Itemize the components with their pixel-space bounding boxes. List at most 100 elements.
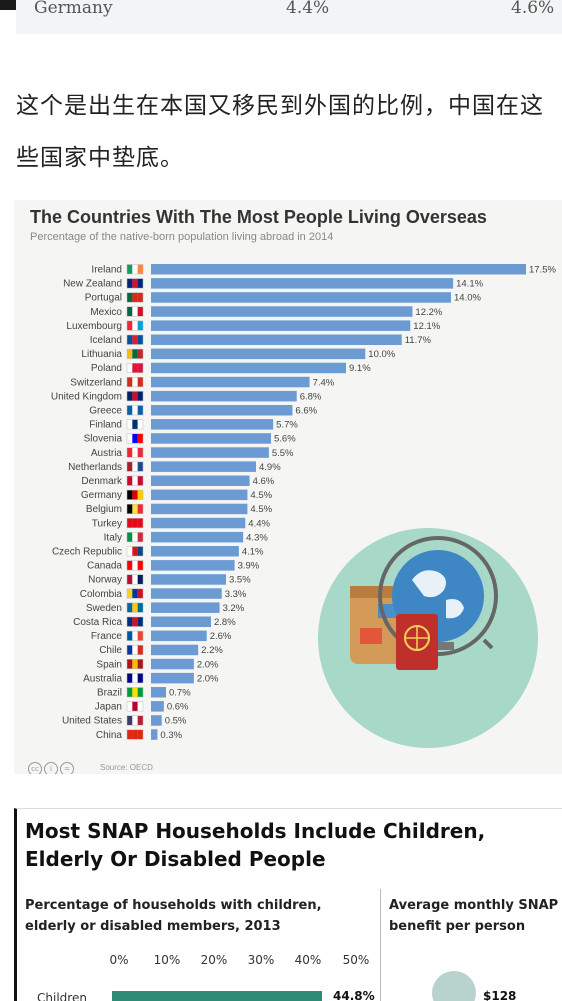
- data-label: 6.8%: [300, 391, 322, 402]
- category-label: Chile: [99, 645, 122, 656]
- data-label: 3.9%: [238, 561, 260, 572]
- category-label: Finland: [89, 420, 122, 431]
- category-label: Australia: [83, 673, 122, 684]
- snap-left-subtitle: Percentage of households with children, …: [25, 898, 322, 934]
- data-label: 2.8%: [214, 617, 236, 628]
- country-flag-icon: [126, 701, 144, 712]
- bar: [151, 630, 207, 642]
- category-label: Colombia: [80, 589, 123, 600]
- country-flag-icon: [126, 503, 144, 514]
- bar: [151, 560, 235, 571]
- country-flag-icon: [126, 306, 144, 317]
- snap-bar-value: 44.8%: [333, 989, 375, 1001]
- creative-commons-icons: cc i =: [28, 756, 76, 774]
- category-label: Czech Republic: [52, 547, 122, 558]
- data-label: 4.3%: [246, 532, 268, 543]
- bar-chart: Ireland 17.5% New Zealand 14.1% Portugal 14.0…: [51, 264, 556, 748]
- category-label: Germany: [81, 490, 122, 501]
- country-flag-icon: [126, 715, 144, 726]
- bar: [151, 729, 158, 740]
- snap-tick-label: 0%: [109, 953, 129, 967]
- data-label: 0.6%: [167, 702, 189, 713]
- chart-source: Source: OECD: [100, 763, 153, 772]
- country-flag-icon: [126, 292, 144, 303]
- country-flag-icon: [126, 419, 144, 430]
- country-flag-icon: [126, 574, 144, 585]
- category-label: Austria: [91, 448, 123, 459]
- country-flag-icon: [126, 334, 144, 345]
- snap-tick-label: 40%: [294, 953, 322, 967]
- bar: [151, 588, 222, 599]
- data-label: 14.0%: [454, 293, 481, 304]
- snap-tick-label: 10%: [153, 953, 181, 967]
- snap-tick-label: 30%: [247, 953, 275, 967]
- category-label: Norway: [88, 575, 122, 586]
- category-label: Mexico: [90, 307, 122, 318]
- bar: [151, 701, 164, 712]
- snap-bar-children: [112, 991, 322, 1001]
- bar: [151, 390, 297, 402]
- data-label: 5.7%: [276, 420, 298, 431]
- data-label: 11.7%: [405, 335, 432, 346]
- bar: [151, 405, 293, 416]
- category-label: Japan: [95, 702, 122, 713]
- country-flag-icon: [126, 659, 144, 670]
- data-label: 4.5%: [250, 490, 272, 501]
- data-label: 4.9%: [259, 462, 281, 473]
- bar: [151, 715, 162, 726]
- snap-right-subtitle: Average monthly SNAP benefit per person: [389, 898, 559, 934]
- country-flag-icon: [126, 264, 144, 275]
- snap-chart-title: Most SNAP Households Include Children, E…: [25, 819, 486, 871]
- bar: [151, 546, 239, 557]
- bar: [151, 574, 226, 585]
- bar: [151, 672, 194, 684]
- category-label: Italy: [104, 532, 122, 543]
- country-flag-icon: [126, 588, 144, 599]
- category-label: Netherlands: [68, 462, 122, 473]
- bar: [151, 644, 199, 656]
- category-label: Denmark: [81, 476, 123, 487]
- table-row-label: Germany: [34, 0, 113, 18]
- category-label: Poland: [91, 363, 122, 374]
- country-flag-icon: [126, 673, 144, 684]
- bar: [151, 376, 310, 388]
- country-flag-icon: [126, 461, 144, 472]
- table-cell-value: 4.4%: [286, 0, 330, 18]
- country-flag-icon: [126, 405, 144, 416]
- category-label: Lithuania: [81, 349, 122, 360]
- bar: [151, 292, 451, 303]
- country-flag-icon: [126, 447, 144, 458]
- category-label: Luxembourg: [66, 321, 122, 332]
- category-label: United Kingdom: [51, 391, 122, 402]
- chart-title: The Countries With The Most People Livin…: [30, 207, 487, 227]
- category-label: Iceland: [90, 335, 122, 346]
- country-flag-icon: [126, 433, 144, 444]
- nd-icon: =: [60, 762, 74, 774]
- data-label: 14.1%: [456, 279, 483, 290]
- country-flag-icon: [126, 489, 144, 500]
- data-label: 3.2%: [223, 603, 245, 614]
- data-label: 4.1%: [242, 547, 264, 558]
- previous-table-fragment: Germany 4.4% 4.6%: [16, 0, 562, 34]
- country-flag-icon: [126, 391, 144, 402]
- bar: [151, 334, 402, 345]
- data-label: 4.6%: [253, 476, 275, 487]
- data-label: 5.5%: [272, 448, 294, 459]
- bar: [151, 503, 248, 515]
- data-label: 0.3%: [160, 730, 182, 741]
- data-label: 7.4%: [313, 377, 335, 388]
- bar: [151, 489, 248, 501]
- category-label: United States: [62, 716, 122, 727]
- category-label: Ireland: [91, 265, 122, 276]
- bar: [151, 658, 194, 670]
- data-label: 0.5%: [165, 716, 187, 727]
- country-flag-icon: [126, 630, 144, 641]
- bar: [151, 419, 274, 430]
- table-cell-value: 4.6%: [511, 0, 555, 18]
- data-label: 2.6%: [210, 631, 232, 642]
- country-flag-icon: [126, 546, 144, 557]
- category-label: Spain: [96, 659, 122, 670]
- bar: [151, 306, 413, 317]
- country-flag-icon: [126, 475, 144, 486]
- country-flag-icon: [126, 729, 144, 740]
